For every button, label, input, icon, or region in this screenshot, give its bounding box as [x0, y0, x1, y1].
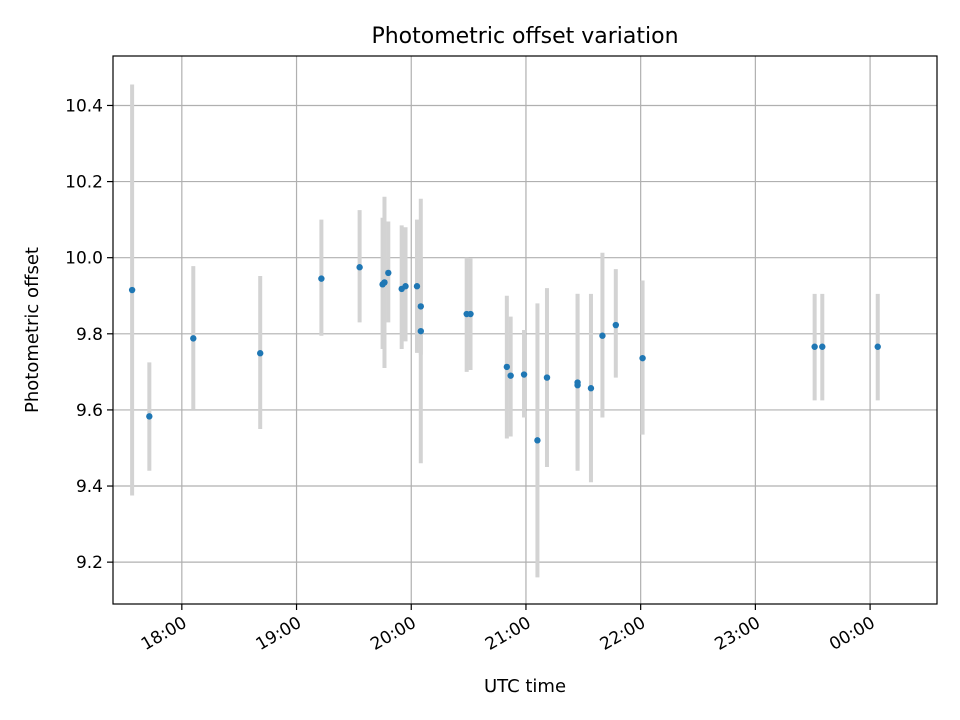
y-tick-label: 10.2: [65, 173, 103, 193]
data-point: [874, 343, 881, 350]
data-point: [402, 283, 409, 290]
y-axis-label: Photometric offset: [22, 247, 43, 413]
data-point: [417, 327, 425, 335]
data-point: [413, 283, 421, 290]
data-point: [612, 321, 620, 329]
data-point: [146, 413, 153, 420]
data-point: [534, 437, 541, 444]
y-tick-label: 9.2: [76, 553, 103, 573]
data-points: [128, 264, 881, 444]
data-point: [385, 269, 392, 277]
data-point: [587, 385, 595, 392]
data-point: [599, 332, 606, 339]
y-tick-label: 9.4: [76, 477, 103, 497]
data-point: [520, 371, 528, 378]
chart-title: Photometric offset variation: [371, 24, 678, 49]
data-point: [318, 275, 325, 282]
data-point: [467, 310, 474, 318]
data-point: [507, 372, 514, 379]
data-point: [503, 363, 511, 371]
data-point: [257, 350, 264, 357]
data-point: [819, 343, 826, 350]
data-point: [128, 286, 136, 294]
y-axis: 9.2 9.4 9.6 9.8 10.0 10.2 10.4: [65, 96, 113, 573]
y-tick-label: 10.0: [65, 249, 103, 269]
data-point: [356, 264, 363, 271]
data-point: [417, 303, 425, 310]
data-point: [811, 343, 818, 350]
data-point: [381, 279, 388, 286]
data-point: [190, 335, 197, 342]
data-point: [543, 374, 551, 381]
y-tick-label: 10.4: [65, 96, 103, 116]
y-tick-label: 9.6: [76, 401, 103, 421]
data-point: [639, 354, 646, 362]
y-tick-label: 9.8: [76, 325, 103, 345]
plot-frame: [112, 55, 938, 605]
data-point: [574, 379, 581, 386]
x-axis-label: UTC time: [484, 676, 566, 697]
